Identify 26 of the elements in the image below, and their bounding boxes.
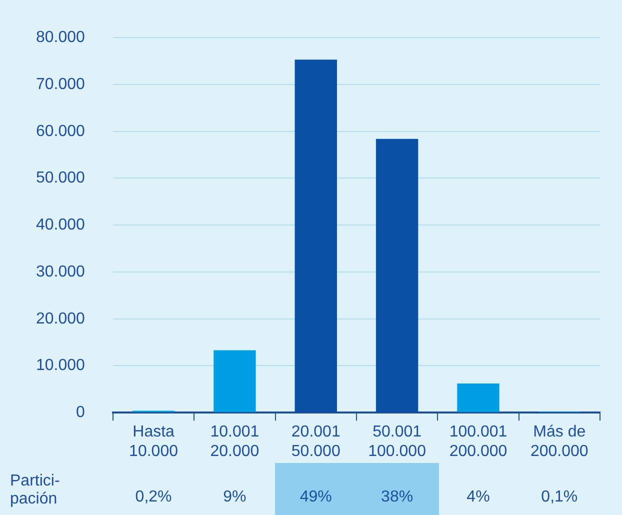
text: Partici- pación bbox=[10, 472, 60, 508]
text: 4% bbox=[466, 488, 490, 506]
x-tick-label: 10.001 20.000 bbox=[210, 424, 260, 460]
text: 38% bbox=[381, 488, 414, 506]
x-tick-label: 20.001 50.000 bbox=[291, 424, 340, 460]
text: 49% bbox=[300, 488, 332, 506]
bar bbox=[214, 350, 256, 412]
x-tick-label: Más de 200.000 bbox=[530, 424, 588, 460]
x-tick-label: Hasta 10.000 bbox=[129, 424, 178, 460]
bar bbox=[294, 60, 337, 412]
y-tick-label: 70.000 bbox=[36, 76, 86, 93]
y-tick-label: 50.000 bbox=[36, 170, 86, 187]
y-tick-label: 60.000 bbox=[36, 122, 86, 140]
y-tick-label: 10.000 bbox=[36, 357, 86, 374]
x-tick-label: 100.001 200.000 bbox=[449, 424, 508, 460]
y-tick-label: 80.000 bbox=[36, 29, 86, 46]
bar bbox=[376, 138, 418, 412]
text: 0,1% bbox=[541, 488, 578, 506]
text: 9% bbox=[223, 488, 246, 506]
x-tick-label: 50.001 100.000 bbox=[368, 424, 426, 460]
y-tick-label: 0 bbox=[76, 404, 86, 422]
y-tick-label: 20.000 bbox=[36, 310, 86, 328]
y-tick-label: 30.000 bbox=[36, 263, 86, 280]
y-tick-label: 40.000 bbox=[36, 216, 86, 234]
bar bbox=[457, 384, 500, 412]
text: 0,2% bbox=[135, 488, 172, 506]
